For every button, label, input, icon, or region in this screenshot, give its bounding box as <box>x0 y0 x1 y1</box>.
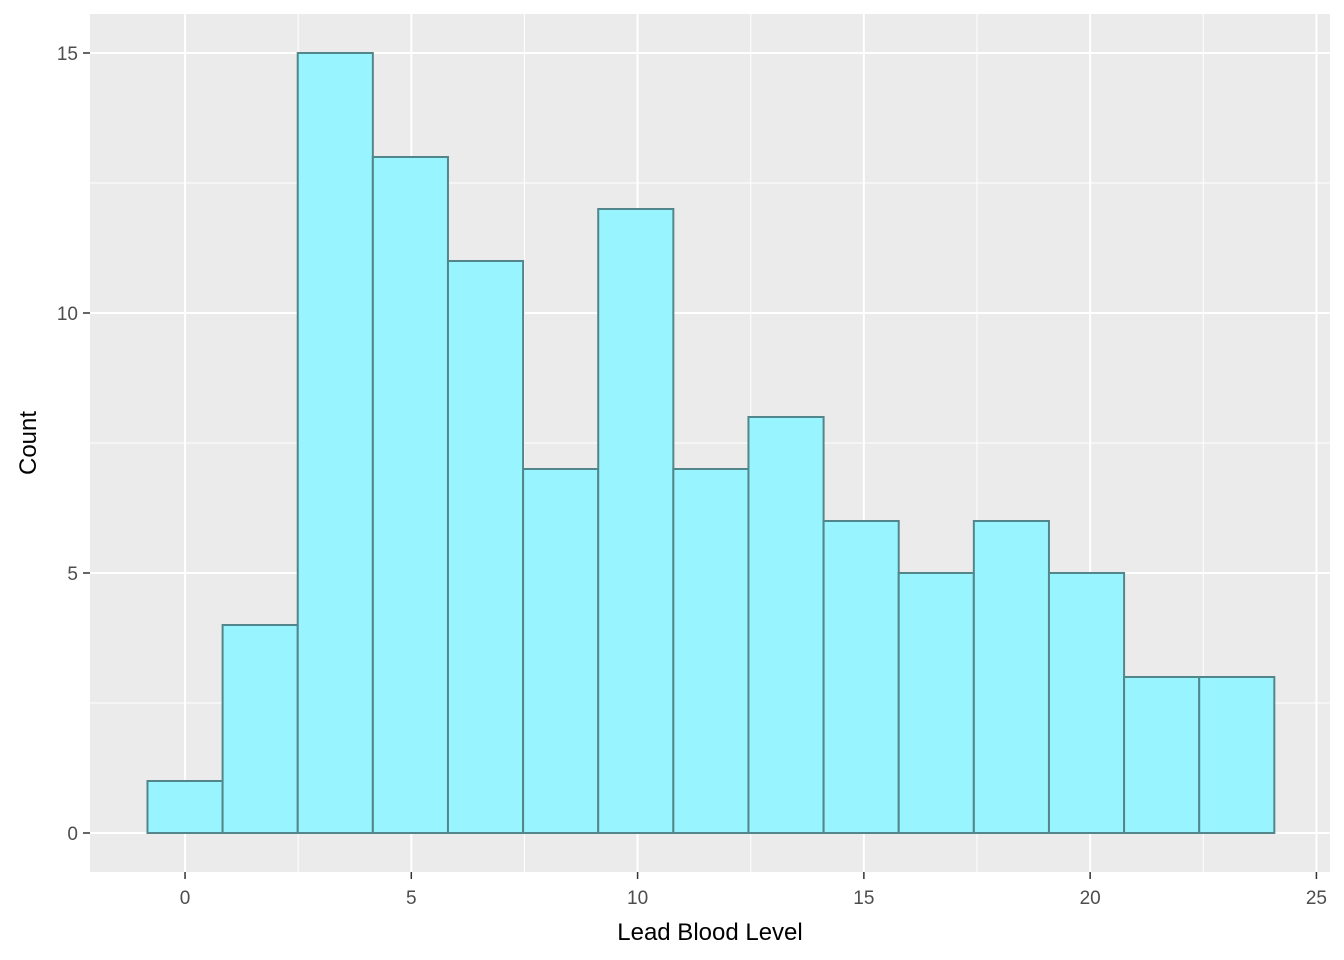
histogram-bar-4 <box>371 156 449 834</box>
histogram-bar-11 <box>897 572 975 834</box>
histogram-bar-12 <box>972 520 1050 834</box>
histogram-bar-2 <box>221 624 299 834</box>
y-tick-label: 0 <box>67 824 78 845</box>
histogram-bar-7 <box>597 208 675 834</box>
x-tick-label: 5 <box>406 888 417 909</box>
x-axis: 0 5 10 15 20 25 <box>180 872 1327 909</box>
y-tick-label: 5 <box>67 564 78 585</box>
x-tick-label: 0 <box>180 888 191 909</box>
histogram-bar-6 <box>522 468 600 834</box>
y-tick-label: 15 <box>57 44 78 65</box>
y-axis-title: Count <box>15 411 42 475</box>
histogram-bar-5 <box>446 260 525 834</box>
histogram-bars <box>146 52 1276 834</box>
x-tick-label: 15 <box>853 888 874 909</box>
x-tick-label: 20 <box>1080 888 1101 909</box>
histogram-bar-13 <box>1047 572 1126 834</box>
histogram-bar-14 <box>1123 676 1201 834</box>
x-tick-label: 10 <box>627 888 648 909</box>
histogram-bar-9 <box>747 416 825 834</box>
histogram-bar-10 <box>822 520 900 834</box>
histogram-bar-3 <box>296 52 374 834</box>
x-axis-title: Lead Blood Level <box>617 919 802 946</box>
histogram-bar-15 <box>1198 676 1276 834</box>
histogram-bar-1 <box>146 780 224 834</box>
x-tick-label: 25 <box>1306 888 1327 909</box>
histogram-bar-8 <box>672 468 750 834</box>
y-axis: 0 5 10 15 <box>57 44 90 845</box>
y-tick-label: 10 <box>57 304 78 325</box>
